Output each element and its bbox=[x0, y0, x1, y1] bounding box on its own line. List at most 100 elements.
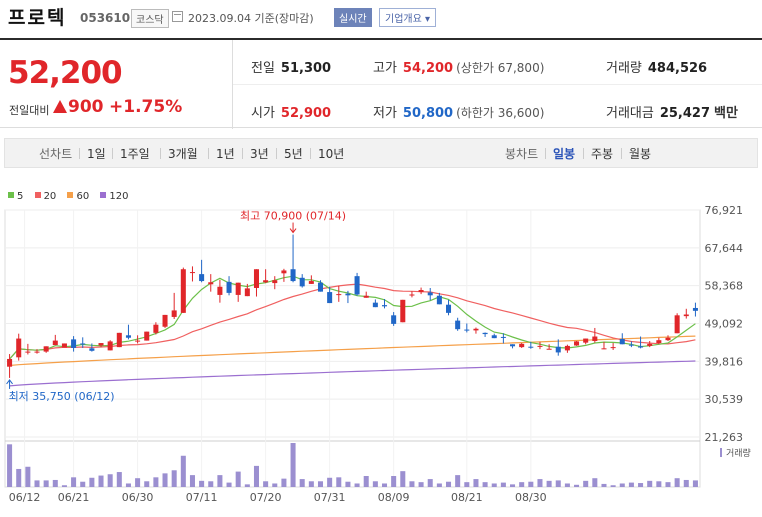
tab-monthly[interactable]: 월봉 bbox=[629, 147, 652, 161]
candle-body bbox=[400, 299, 406, 323]
legend-ma20: 20 bbox=[34, 191, 57, 202]
volume-bar bbox=[619, 483, 625, 487]
tab-10y[interactable]: 10년 bbox=[318, 147, 345, 161]
tab-1y[interactable]: 1년 bbox=[216, 147, 235, 161]
divider bbox=[233, 84, 762, 85]
volume-bar bbox=[500, 482, 506, 487]
change-amount: 900 bbox=[68, 97, 104, 117]
candle-body bbox=[125, 335, 131, 338]
ma60-line bbox=[9, 335, 696, 367]
open-label: 시가 bbox=[251, 106, 275, 121]
volume-label: 거래량 bbox=[726, 447, 751, 459]
candle-body bbox=[546, 348, 552, 350]
candle-body bbox=[244, 288, 250, 297]
candle-body bbox=[674, 315, 680, 334]
candle-body bbox=[683, 314, 689, 317]
volume-bar bbox=[116, 472, 122, 487]
candle-body bbox=[217, 286, 223, 295]
volume-bar bbox=[610, 485, 616, 487]
realtime-button[interactable]: 실시간 bbox=[334, 8, 372, 27]
tab-3y[interactable]: 3년 bbox=[250, 147, 269, 161]
candle-body bbox=[409, 294, 415, 296]
x-tick-label: 07/31 bbox=[314, 491, 346, 504]
volume-bar bbox=[153, 477, 159, 487]
tab-3m[interactable]: 3개월 bbox=[168, 147, 198, 161]
candle-body bbox=[52, 340, 58, 346]
candle-body bbox=[299, 277, 305, 287]
candle-body bbox=[381, 305, 388, 307]
divider bbox=[232, 40, 233, 129]
volume-bar bbox=[665, 482, 671, 487]
volume-bar bbox=[574, 484, 580, 487]
y-tick-label: 21,263 bbox=[705, 431, 744, 444]
candle-body bbox=[418, 290, 424, 293]
quote-panel: 52,200 전일대비 900 +1.75% 전일 51,300 고가 54,200… bbox=[0, 38, 762, 129]
ma5-line bbox=[9, 275, 696, 360]
volume-bar bbox=[628, 482, 634, 487]
volume-bar bbox=[409, 481, 415, 487]
tab-5y[interactable]: 5년 bbox=[284, 147, 303, 161]
candle-body bbox=[153, 324, 159, 333]
volume-bar bbox=[345, 481, 351, 487]
candle-body bbox=[116, 332, 122, 348]
y-tick-label: 30,539 bbox=[705, 393, 744, 406]
high-label: 고가 bbox=[373, 61, 397, 76]
volume-bar bbox=[107, 474, 113, 487]
candle-body bbox=[180, 269, 186, 313]
legend-ma120-label: 120 bbox=[109, 191, 129, 202]
line-chart-label: 선차트 bbox=[39, 147, 73, 161]
ma120-line bbox=[9, 360, 696, 387]
volume-bar bbox=[80, 481, 86, 487]
candle-body bbox=[327, 292, 333, 304]
candle-body bbox=[638, 346, 644, 348]
candle-body bbox=[601, 348, 607, 350]
low-value: 50,800 bbox=[402, 106, 454, 121]
high-arrow-head bbox=[289, 228, 297, 234]
volume-cell: 거래량 484,526 bbox=[606, 57, 707, 76]
candle-body bbox=[272, 280, 278, 284]
x-tick-label: 06/21 bbox=[58, 491, 90, 504]
candle-body bbox=[144, 331, 150, 341]
candle-body bbox=[510, 344, 516, 347]
candle-body bbox=[107, 341, 113, 351]
volume-bar bbox=[592, 478, 598, 487]
x-tick-label: 06/12 bbox=[9, 491, 41, 504]
market-badge: 코스닥 bbox=[131, 9, 169, 28]
volume-bar bbox=[391, 476, 397, 487]
volume-bar bbox=[519, 482, 525, 487]
candle-body bbox=[281, 270, 287, 274]
volume-bar bbox=[656, 481, 662, 487]
tab-1w[interactable]: 1주일 bbox=[120, 147, 150, 161]
tab-daily[interactable]: 일봉 bbox=[553, 147, 576, 161]
candle-body bbox=[135, 340, 141, 342]
volume-bar bbox=[16, 468, 22, 487]
open-value: 52,900 bbox=[280, 106, 332, 121]
candle-body bbox=[628, 344, 634, 346]
y-tick-label: 67,644 bbox=[705, 242, 744, 255]
candle-body bbox=[455, 320, 461, 330]
high-annotation: 최고 70,900 (07/14) bbox=[240, 210, 346, 223]
volume-bar bbox=[327, 477, 333, 487]
candle-body bbox=[336, 294, 342, 296]
y-tick-label: 39,816 bbox=[705, 355, 744, 368]
volume-bar bbox=[372, 481, 378, 487]
candle-body bbox=[583, 338, 589, 343]
tab-weekly[interactable]: 주봉 bbox=[591, 147, 614, 161]
tab-1d[interactable]: 1일 bbox=[87, 147, 106, 161]
volume-bar bbox=[363, 476, 369, 487]
volume-legend-swatch bbox=[720, 448, 722, 457]
legend-ma60-label: 60 bbox=[76, 191, 90, 202]
volume-bar bbox=[381, 483, 388, 487]
volume-label: 거래량 bbox=[606, 61, 642, 76]
candle-body bbox=[665, 337, 671, 341]
volume-bar bbox=[235, 471, 241, 487]
x-tick-label: 07/20 bbox=[250, 491, 282, 504]
volume-bar bbox=[336, 477, 342, 487]
candle-body bbox=[25, 351, 31, 353]
calendar-icon bbox=[172, 11, 183, 22]
company-overview-dropdown[interactable]: 기업개요 ▾ bbox=[379, 8, 436, 27]
candle-body bbox=[34, 351, 40, 353]
volume-bar bbox=[180, 455, 186, 487]
legend-ma20-label: 20 bbox=[43, 191, 57, 202]
